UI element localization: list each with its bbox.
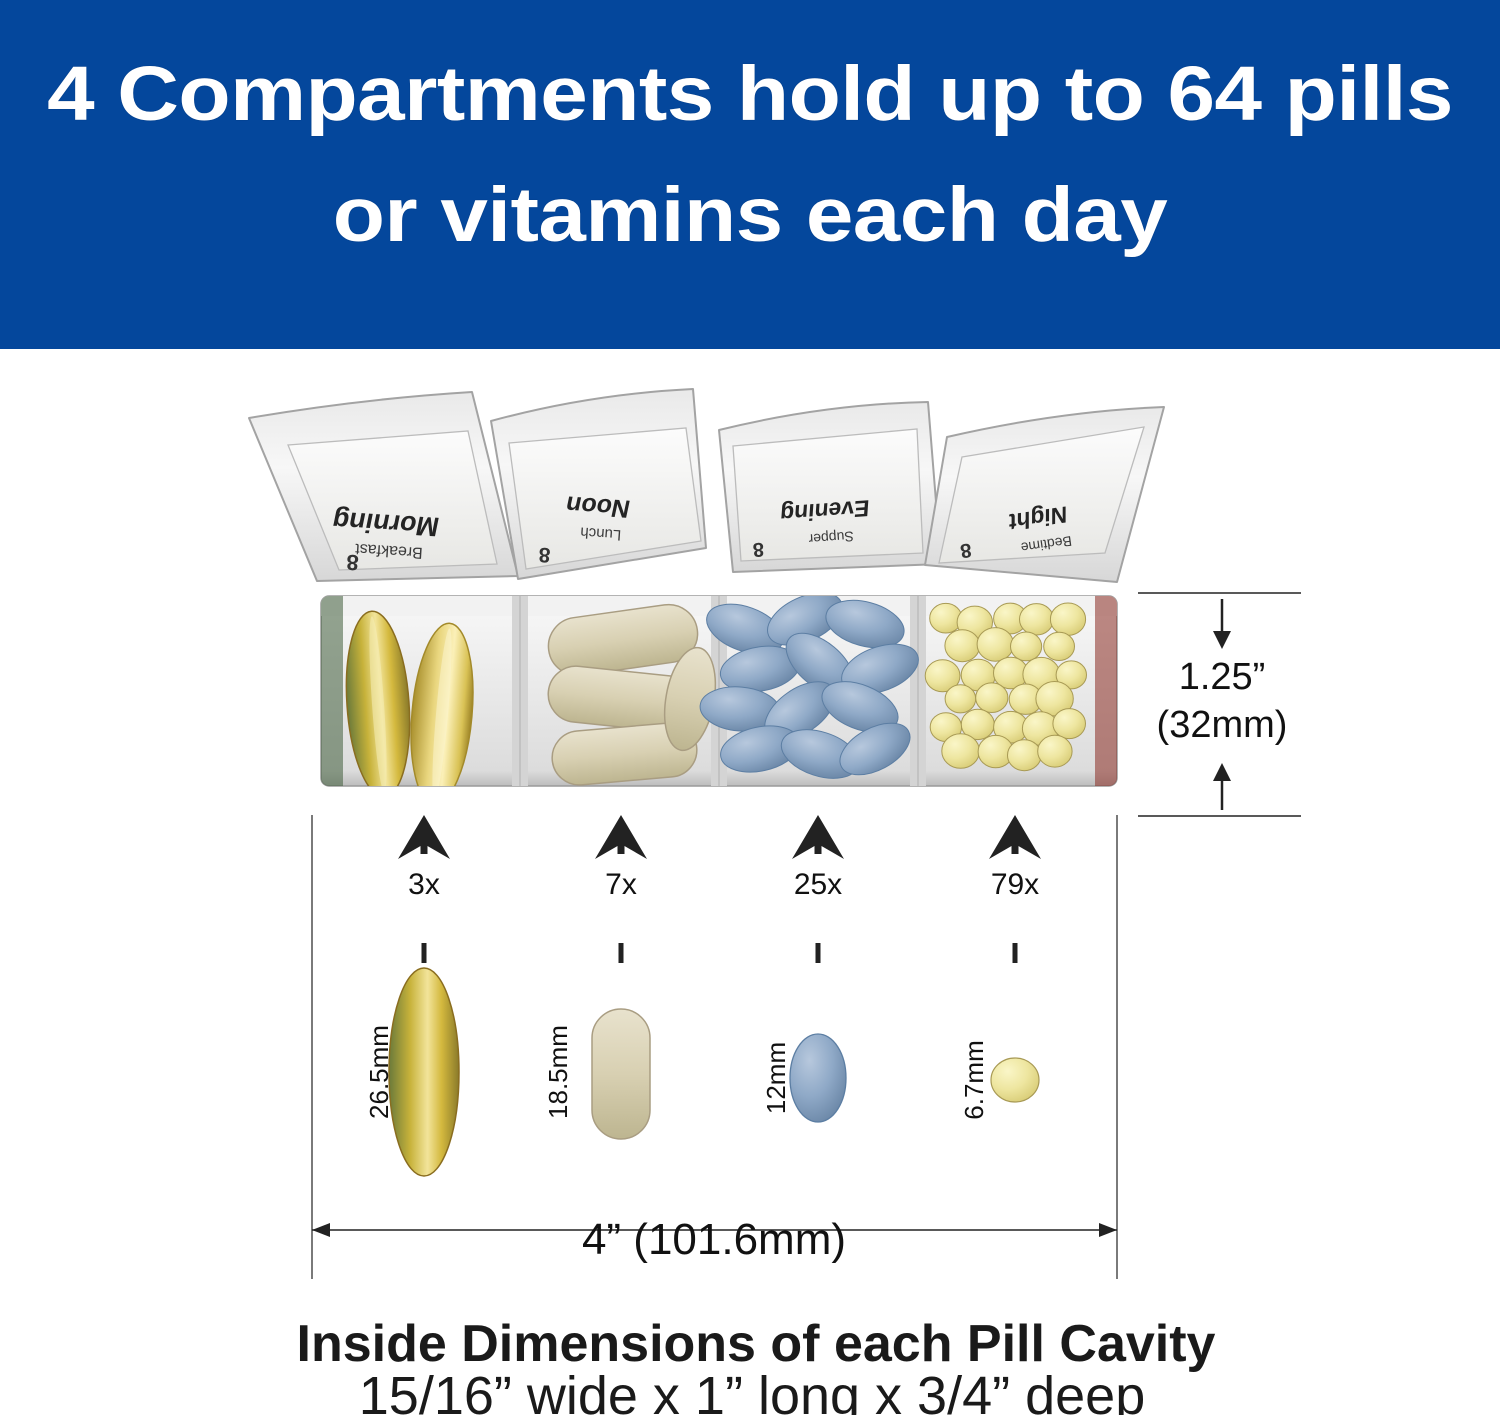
svg-text:8: 8 [752, 538, 765, 561]
svg-text:8: 8 [346, 550, 360, 576]
svg-text:6.7mm: 6.7mm [959, 1040, 989, 1119]
svg-text:18.5mm: 18.5mm [543, 1025, 573, 1119]
svg-text:4” (101.6mm): 4” (101.6mm) [582, 1215, 846, 1264]
svg-text:26.5mm: 26.5mm [364, 1025, 394, 1119]
svg-text:Inside Dimensions of each Pill: Inside Dimensions of each Pill Cavity [297, 1315, 1216, 1373]
svg-text:79x: 79x [991, 868, 1039, 901]
svg-text:3x: 3x [408, 868, 440, 901]
svg-text:7x: 7x [605, 868, 637, 901]
svg-text:1.25”: 1.25” [1179, 656, 1266, 698]
svg-text:(32mm): (32mm) [1157, 704, 1288, 746]
svg-text:25x: 25x [794, 868, 842, 901]
svg-text:Supper: Supper [808, 528, 854, 547]
svg-text:12mm: 12mm [761, 1042, 791, 1114]
svg-text:Noon: Noon [563, 491, 633, 523]
svg-text:Morning: Morning [329, 506, 441, 543]
svg-text:8: 8 [538, 543, 552, 567]
svg-text:Lunch: Lunch [580, 523, 622, 543]
svg-text:15/16” wide x 1” long x 3/4” d: 15/16” wide x 1” long x 3/4” deep [359, 1366, 1145, 1415]
